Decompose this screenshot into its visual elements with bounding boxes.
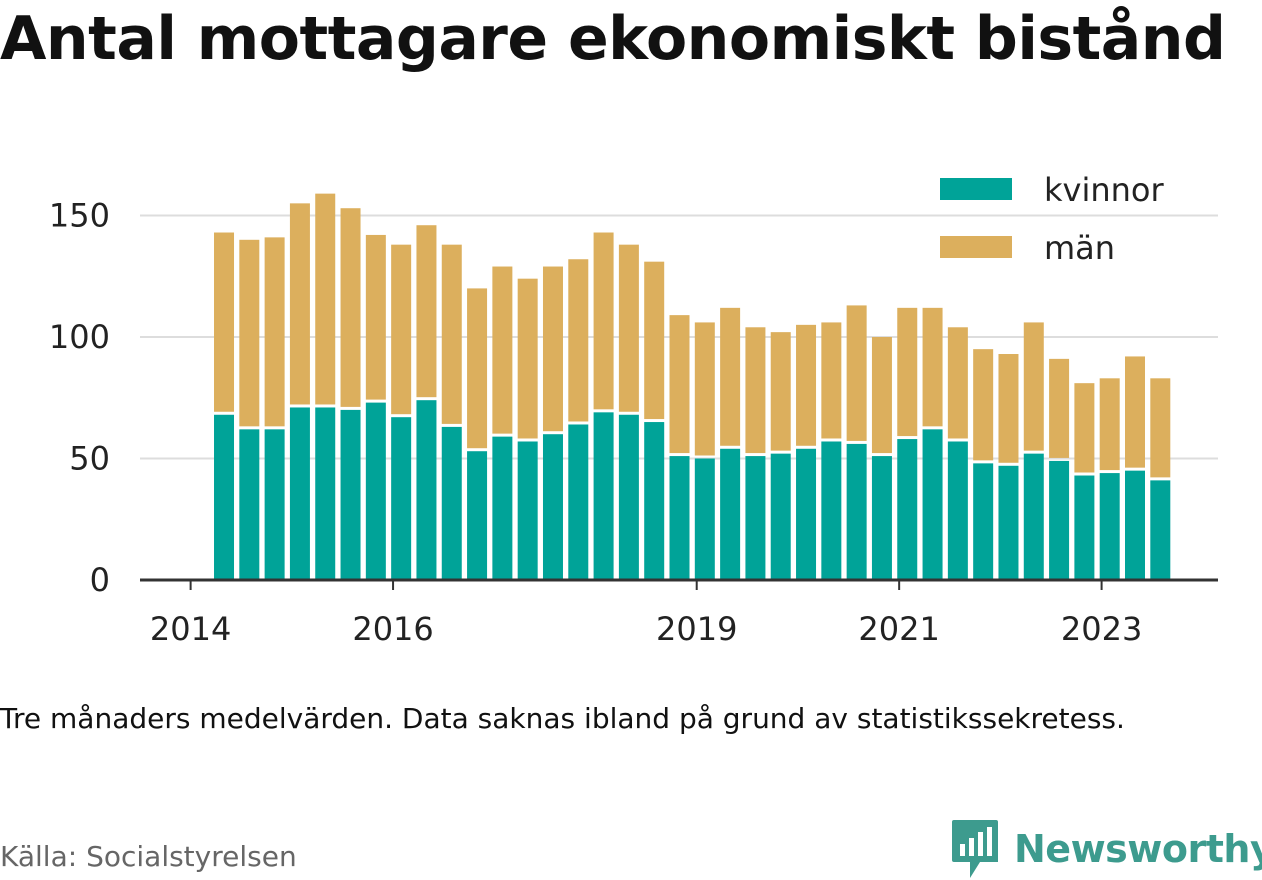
bar-kvinnor-0 [214, 414, 235, 580]
bar-man-37 [1150, 378, 1171, 478]
bar-man-0 [214, 232, 235, 412]
bar-kvinnor-20 [720, 448, 741, 580]
bar-kvinnor-12 [517, 441, 538, 580]
bar-kvinnor-6 [365, 402, 386, 580]
legend-swatch-kvinnor [940, 178, 1012, 200]
bar-kvinnor-19 [694, 458, 715, 580]
bar-man-30 [973, 349, 994, 461]
bar-kvinnor-31 [998, 465, 1019, 580]
bar-man-28 [922, 307, 943, 427]
bar-man-14 [568, 259, 589, 422]
bar-kvinnor-13 [542, 434, 563, 580]
legend-swatch-man [940, 236, 1012, 258]
bar-man-17 [644, 261, 665, 420]
bar-man-29 [947, 327, 968, 439]
bar-man-11 [492, 266, 513, 434]
bar-man-19 [694, 322, 715, 456]
bar-kvinnor-16 [618, 414, 639, 580]
bar-kvinnor-29 [947, 441, 968, 580]
bar-kvinnor-34 [1074, 475, 1095, 580]
bar-man-34 [1074, 383, 1095, 473]
bar-man-26 [871, 337, 892, 454]
bar-kvinnor-3 [289, 407, 310, 580]
bar-man-22 [770, 332, 791, 451]
bar-man-1 [239, 239, 260, 427]
newsworthy-chart-icon [952, 820, 998, 878]
bar-kvinnor-28 [922, 429, 943, 580]
bar-kvinnor-1 [239, 429, 260, 580]
bar-man-3 [289, 203, 310, 405]
bar-kvinnor-23 [796, 448, 817, 580]
bar-kvinnor-21 [745, 456, 766, 580]
chart-title: Antal mottagare ekonomiskt bistånd [0, 4, 1226, 74]
bar-man-5 [340, 208, 361, 407]
bar-kvinnor-4 [315, 407, 336, 580]
bar-kvinnor-14 [568, 424, 589, 580]
chart-note: Tre månaders medelvärden. Data saknas ib… [0, 702, 1125, 735]
bar-kvinnor-10 [467, 451, 488, 580]
y-tick-label-50: 50 [69, 440, 110, 478]
bar-kvinnor-17 [644, 422, 665, 580]
bar-man-18 [669, 315, 690, 454]
bar-man-10 [467, 288, 488, 449]
x-tick-label-2021: 2021 [858, 610, 939, 648]
x-tick-label-2014: 2014 [150, 610, 231, 648]
bar-man-35 [1099, 378, 1120, 471]
bar-kvinnor-36 [1124, 470, 1145, 580]
bar-kvinnor-9 [441, 426, 462, 580]
bar-kvinnor-2 [264, 429, 285, 580]
bar-man-6 [365, 234, 386, 400]
bar-kvinnor-35 [1099, 473, 1120, 580]
bar-kvinnor-30 [973, 463, 994, 580]
bar-man-31 [998, 354, 1019, 463]
bar-man-4 [315, 193, 336, 405]
bar-man-9 [441, 244, 462, 424]
legend-label-man: män [1044, 229, 1115, 267]
bar-kvinnor-15 [593, 412, 614, 580]
bar-kvinnor-18 [669, 456, 690, 580]
bar-man-7 [391, 244, 412, 415]
bar-kvinnor-37 [1150, 480, 1171, 580]
bar-man-15 [593, 232, 614, 410]
bar-man-24 [821, 322, 842, 439]
bar-man-25 [846, 305, 867, 441]
x-tick-label-2019: 2019 [656, 610, 737, 648]
bar-man-27 [897, 307, 918, 437]
bar-kvinnor-8 [416, 400, 437, 580]
brand-logo: Newsworthy [950, 818, 1262, 880]
bar-kvinnor-5 [340, 409, 361, 580]
bar-kvinnor-22 [770, 453, 791, 580]
bar-man-2 [264, 237, 285, 427]
bar-kvinnor-33 [1049, 460, 1070, 580]
source-label: Källa: Socialstyrelsen [0, 840, 297, 873]
bar-man-8 [416, 225, 437, 398]
brand-name: Newsworthy [1014, 827, 1262, 871]
bar-kvinnor-11 [492, 436, 513, 580]
bar-kvinnor-25 [846, 443, 867, 580]
bar-kvinnor-26 [871, 456, 892, 580]
bar-man-23 [796, 324, 817, 446]
bar-man-20 [720, 307, 741, 446]
x-tick-label-2016: 2016 [352, 610, 433, 648]
bar-man-32 [1023, 322, 1044, 451]
bar-kvinnor-7 [391, 417, 412, 580]
bar-man-16 [618, 244, 639, 412]
y-tick-label-100: 100 [49, 318, 110, 356]
axes: 0 50 100 150 2014 2016 2019 2021 2023 [49, 197, 1218, 648]
x-tick-label-2023: 2023 [1061, 610, 1142, 648]
bar-kvinnor-27 [897, 439, 918, 580]
legend: kvinnor män [940, 171, 1165, 267]
bar-man-13 [542, 266, 563, 432]
bar-kvinnor-32 [1023, 453, 1044, 580]
stacked-bar-chart: 0 50 100 150 2014 2016 2019 2021 2023 kvinnor mä… [49, 171, 1218, 648]
bar-man-33 [1049, 358, 1070, 458]
bar-man-36 [1124, 356, 1145, 468]
y-tick-label-150: 150 [49, 197, 110, 235]
y-tick-label-0: 0 [90, 561, 110, 599]
bar-kvinnor-24 [821, 441, 842, 580]
bar-man-12 [517, 278, 538, 439]
bars [214, 193, 1171, 580]
bar-man-21 [745, 327, 766, 454]
legend-label-kvinnor: kvinnor [1044, 171, 1165, 209]
